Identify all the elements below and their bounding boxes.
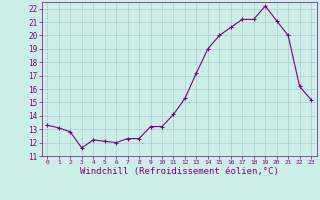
X-axis label: Windchill (Refroidissement éolien,°C): Windchill (Refroidissement éolien,°C) (80, 167, 279, 176)
